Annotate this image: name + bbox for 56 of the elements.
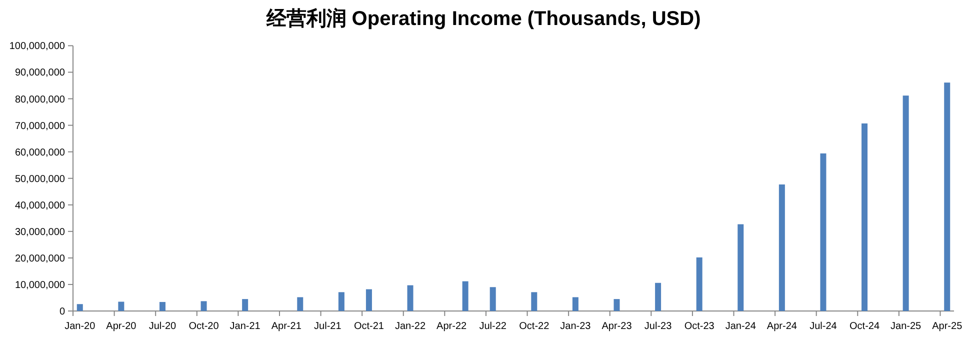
x-tick-label: Oct-23 (684, 321, 715, 332)
x-tick-label: Jul-21 (314, 321, 342, 332)
bar (696, 257, 702, 311)
bar (490, 287, 496, 311)
y-tick-label: 20,000,000 (14, 253, 66, 264)
x-tick-label: Apr-20 (106, 321, 137, 332)
bar (944, 82, 950, 311)
x-tick-label: Oct-22 (519, 321, 550, 332)
bar (738, 224, 744, 311)
y-tick-label: 30,000,000 (14, 226, 66, 238)
bar (297, 297, 304, 311)
x-tick-label: Jan-21 (230, 321, 261, 332)
bar (200, 301, 207, 311)
bar (531, 292, 538, 311)
x-tick-label: Oct-21 (354, 321, 384, 332)
x-tick-label: Apr-22 (436, 321, 467, 332)
y-tick-label: 100,000,000 (9, 41, 66, 52)
x-tick-label: Jan-23 (560, 321, 592, 332)
bar (614, 299, 620, 311)
bar (462, 281, 468, 311)
x-tick-label: Jan-20 (64, 321, 96, 332)
bar (338, 292, 344, 311)
y-tick-label: 60,000,000 (14, 147, 66, 158)
y-tick-label: 10,000,000 (14, 280, 66, 291)
bar (159, 302, 166, 311)
y-tick-label: 70,000,000 (14, 120, 66, 132)
x-tick-label: Jan-25 (890, 321, 922, 332)
chart-title: 经营利润 Operating Income (Thousands, USD) (265, 7, 701, 30)
x-tick-label: Jul-24 (810, 321, 838, 332)
y-tick-label: 50,000,000 (14, 174, 66, 185)
x-tick-label: Jan-22 (394, 321, 426, 332)
bar (118, 302, 124, 311)
bar (76, 304, 83, 311)
bar (242, 299, 248, 311)
bar (655, 282, 662, 311)
x-tick-label: Apr-25 (932, 321, 963, 332)
x-tick-label: Jan-24 (725, 321, 756, 332)
bar (902, 96, 909, 311)
bar (820, 153, 826, 311)
x-tick-label: Apr-21 (271, 321, 302, 332)
x-tick-label: Jul-22 (479, 321, 507, 332)
y-tick-label: 40,000,000 (14, 200, 66, 212)
y-tick-label: 90,000,000 (14, 68, 66, 79)
x-tick-label: Oct-20 (188, 321, 220, 332)
y-tick-label: 0 (59, 306, 66, 318)
bar (778, 184, 785, 311)
bar (572, 297, 578, 311)
y-tick-label: 80,000,000 (14, 94, 66, 106)
bar (862, 123, 868, 311)
x-tick-label: Jul-23 (644, 321, 672, 332)
x-tick-label: Jul-20 (148, 321, 177, 332)
bar (407, 285, 414, 311)
x-tick-label: Oct-24 (850, 321, 880, 332)
x-tick-label: Apr-24 (766, 321, 798, 332)
bar (366, 289, 372, 311)
x-tick-label: Apr-23 (602, 321, 632, 332)
